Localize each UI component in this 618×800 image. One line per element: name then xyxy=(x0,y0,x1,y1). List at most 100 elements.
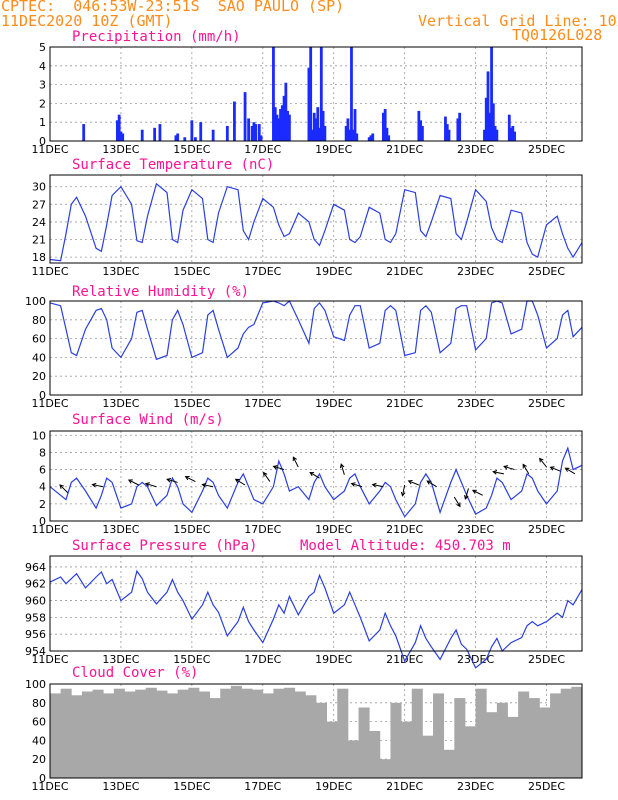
cloud-bar xyxy=(369,731,381,778)
x-tick-label: 15DEC xyxy=(173,265,210,278)
precip-bar xyxy=(279,109,282,141)
cloud-bar xyxy=(379,759,391,778)
wind-arrow xyxy=(492,470,505,475)
y-tick-label: 958 xyxy=(25,611,46,624)
precip-bar xyxy=(344,125,348,141)
x-tick-label: 19DEC xyxy=(315,265,352,278)
precip-bar xyxy=(199,122,203,141)
x-tick-label: 11DEC xyxy=(31,780,68,793)
cloud-bar xyxy=(358,707,370,778)
precip-bar xyxy=(488,112,492,141)
x-tick-label: 11DEC xyxy=(31,143,68,156)
x-tick-label: 25DEC xyxy=(528,265,565,278)
panel-frame xyxy=(49,555,583,652)
y-tick-label: 40 xyxy=(32,734,46,747)
precip-bar xyxy=(387,135,391,141)
precip-bar xyxy=(259,135,263,141)
y-tick-label: 24 xyxy=(32,216,46,229)
x-tick-label: 13DEC xyxy=(102,143,139,156)
precip-bar xyxy=(233,101,236,141)
cloud-bar xyxy=(294,691,306,778)
x-tick-label: 25DEC xyxy=(528,397,565,410)
precip-bar xyxy=(319,47,323,141)
x-tick-label: 13DEC xyxy=(102,653,139,666)
cloud-bar xyxy=(113,688,125,778)
panel-frame xyxy=(49,46,583,142)
precip-bar xyxy=(117,114,121,141)
precip-bar xyxy=(490,47,493,141)
precip-bar xyxy=(247,118,251,141)
y-tick-label: 100 xyxy=(25,678,46,691)
precip-bar xyxy=(275,114,279,141)
precip-bar xyxy=(153,127,157,141)
x-tick-label: 15DEC xyxy=(173,397,210,410)
wind-arrow xyxy=(549,466,561,472)
wind-arrow xyxy=(400,484,406,497)
precip-bar xyxy=(355,133,359,141)
x-tick-label: 13DEC xyxy=(102,780,139,793)
x-tick-label: 11DEC xyxy=(31,523,68,536)
init-time-label: 11DEC2020 10Z (GMT) xyxy=(1,12,173,30)
panel-title: Surface Wind (m/s) xyxy=(72,412,224,428)
cloud-bar xyxy=(209,698,221,778)
y-tick-label: 954 xyxy=(25,645,46,658)
station-label: CPTEC: 046:53W-23:51S SAO PAULO (SP) xyxy=(1,0,345,15)
cloud-bar xyxy=(337,688,349,778)
wind-arrow xyxy=(166,477,178,483)
precip-bar xyxy=(507,114,511,141)
cloud-bar xyxy=(188,687,200,778)
y-tick-label: 4 xyxy=(39,481,46,494)
precip-bar xyxy=(483,129,486,141)
precip-bar xyxy=(311,129,314,141)
cloud-bar xyxy=(316,702,328,778)
precip-bar xyxy=(369,135,373,141)
wind-arrow xyxy=(453,496,461,508)
precip-bar xyxy=(350,47,353,141)
x-tick-label: 15DEC xyxy=(173,780,210,793)
wind-arrow xyxy=(407,479,420,486)
wind-arrow xyxy=(471,489,483,496)
wind-arrow xyxy=(59,484,69,494)
y-tick-label: 60 xyxy=(32,333,46,346)
y-tick-label: 2 xyxy=(39,498,46,511)
y-tick-label: 100 xyxy=(25,295,46,308)
x-tick-label: 13DEC xyxy=(102,523,139,536)
precip-bar xyxy=(121,133,125,141)
precip-bar xyxy=(318,127,321,141)
cloud-bar xyxy=(273,688,285,778)
panel-title: Relative Humidity (%) xyxy=(72,284,249,300)
cloud-bar xyxy=(390,702,402,778)
wind-arrow xyxy=(292,456,299,468)
panel-annotation: Model Altitude: 450.703 m xyxy=(300,538,511,554)
precip-bar xyxy=(484,97,488,141)
x-tick-label: 17DEC xyxy=(244,265,281,278)
wind-arrow xyxy=(91,482,104,488)
x-tick-label: 19DEC xyxy=(315,143,352,156)
cloud-bar xyxy=(518,691,530,778)
wind-arrow xyxy=(234,478,246,486)
y-tick-label: 4 xyxy=(39,60,46,73)
precip-bar xyxy=(456,118,460,141)
precip-bar xyxy=(288,114,291,141)
precip-bar xyxy=(183,137,187,141)
cloud-bar xyxy=(252,689,264,778)
y-tick-label: 962 xyxy=(25,578,46,591)
x-tick-label: 19DEC xyxy=(315,780,352,793)
precip-bar xyxy=(282,95,286,141)
precip-bar xyxy=(381,112,385,141)
y-tick-label: 1 xyxy=(39,116,46,129)
wind-arrow xyxy=(262,471,271,482)
cloud-bar xyxy=(103,693,115,778)
x-tick-label: 21DEC xyxy=(386,265,423,278)
precip-bar xyxy=(353,109,357,141)
y-tick-label: 60 xyxy=(32,716,46,729)
precip-bar xyxy=(174,135,178,141)
wind-arrow xyxy=(350,482,363,488)
cloud-bar xyxy=(496,702,508,778)
panel-title: Cloud Cover (%) xyxy=(72,665,198,681)
precip-bar xyxy=(367,137,371,141)
x-tick-label: 11DEC xyxy=(31,653,68,666)
precip-bar xyxy=(82,124,86,141)
precip-bar xyxy=(119,131,123,141)
y-tick-label: 30 xyxy=(32,181,46,194)
